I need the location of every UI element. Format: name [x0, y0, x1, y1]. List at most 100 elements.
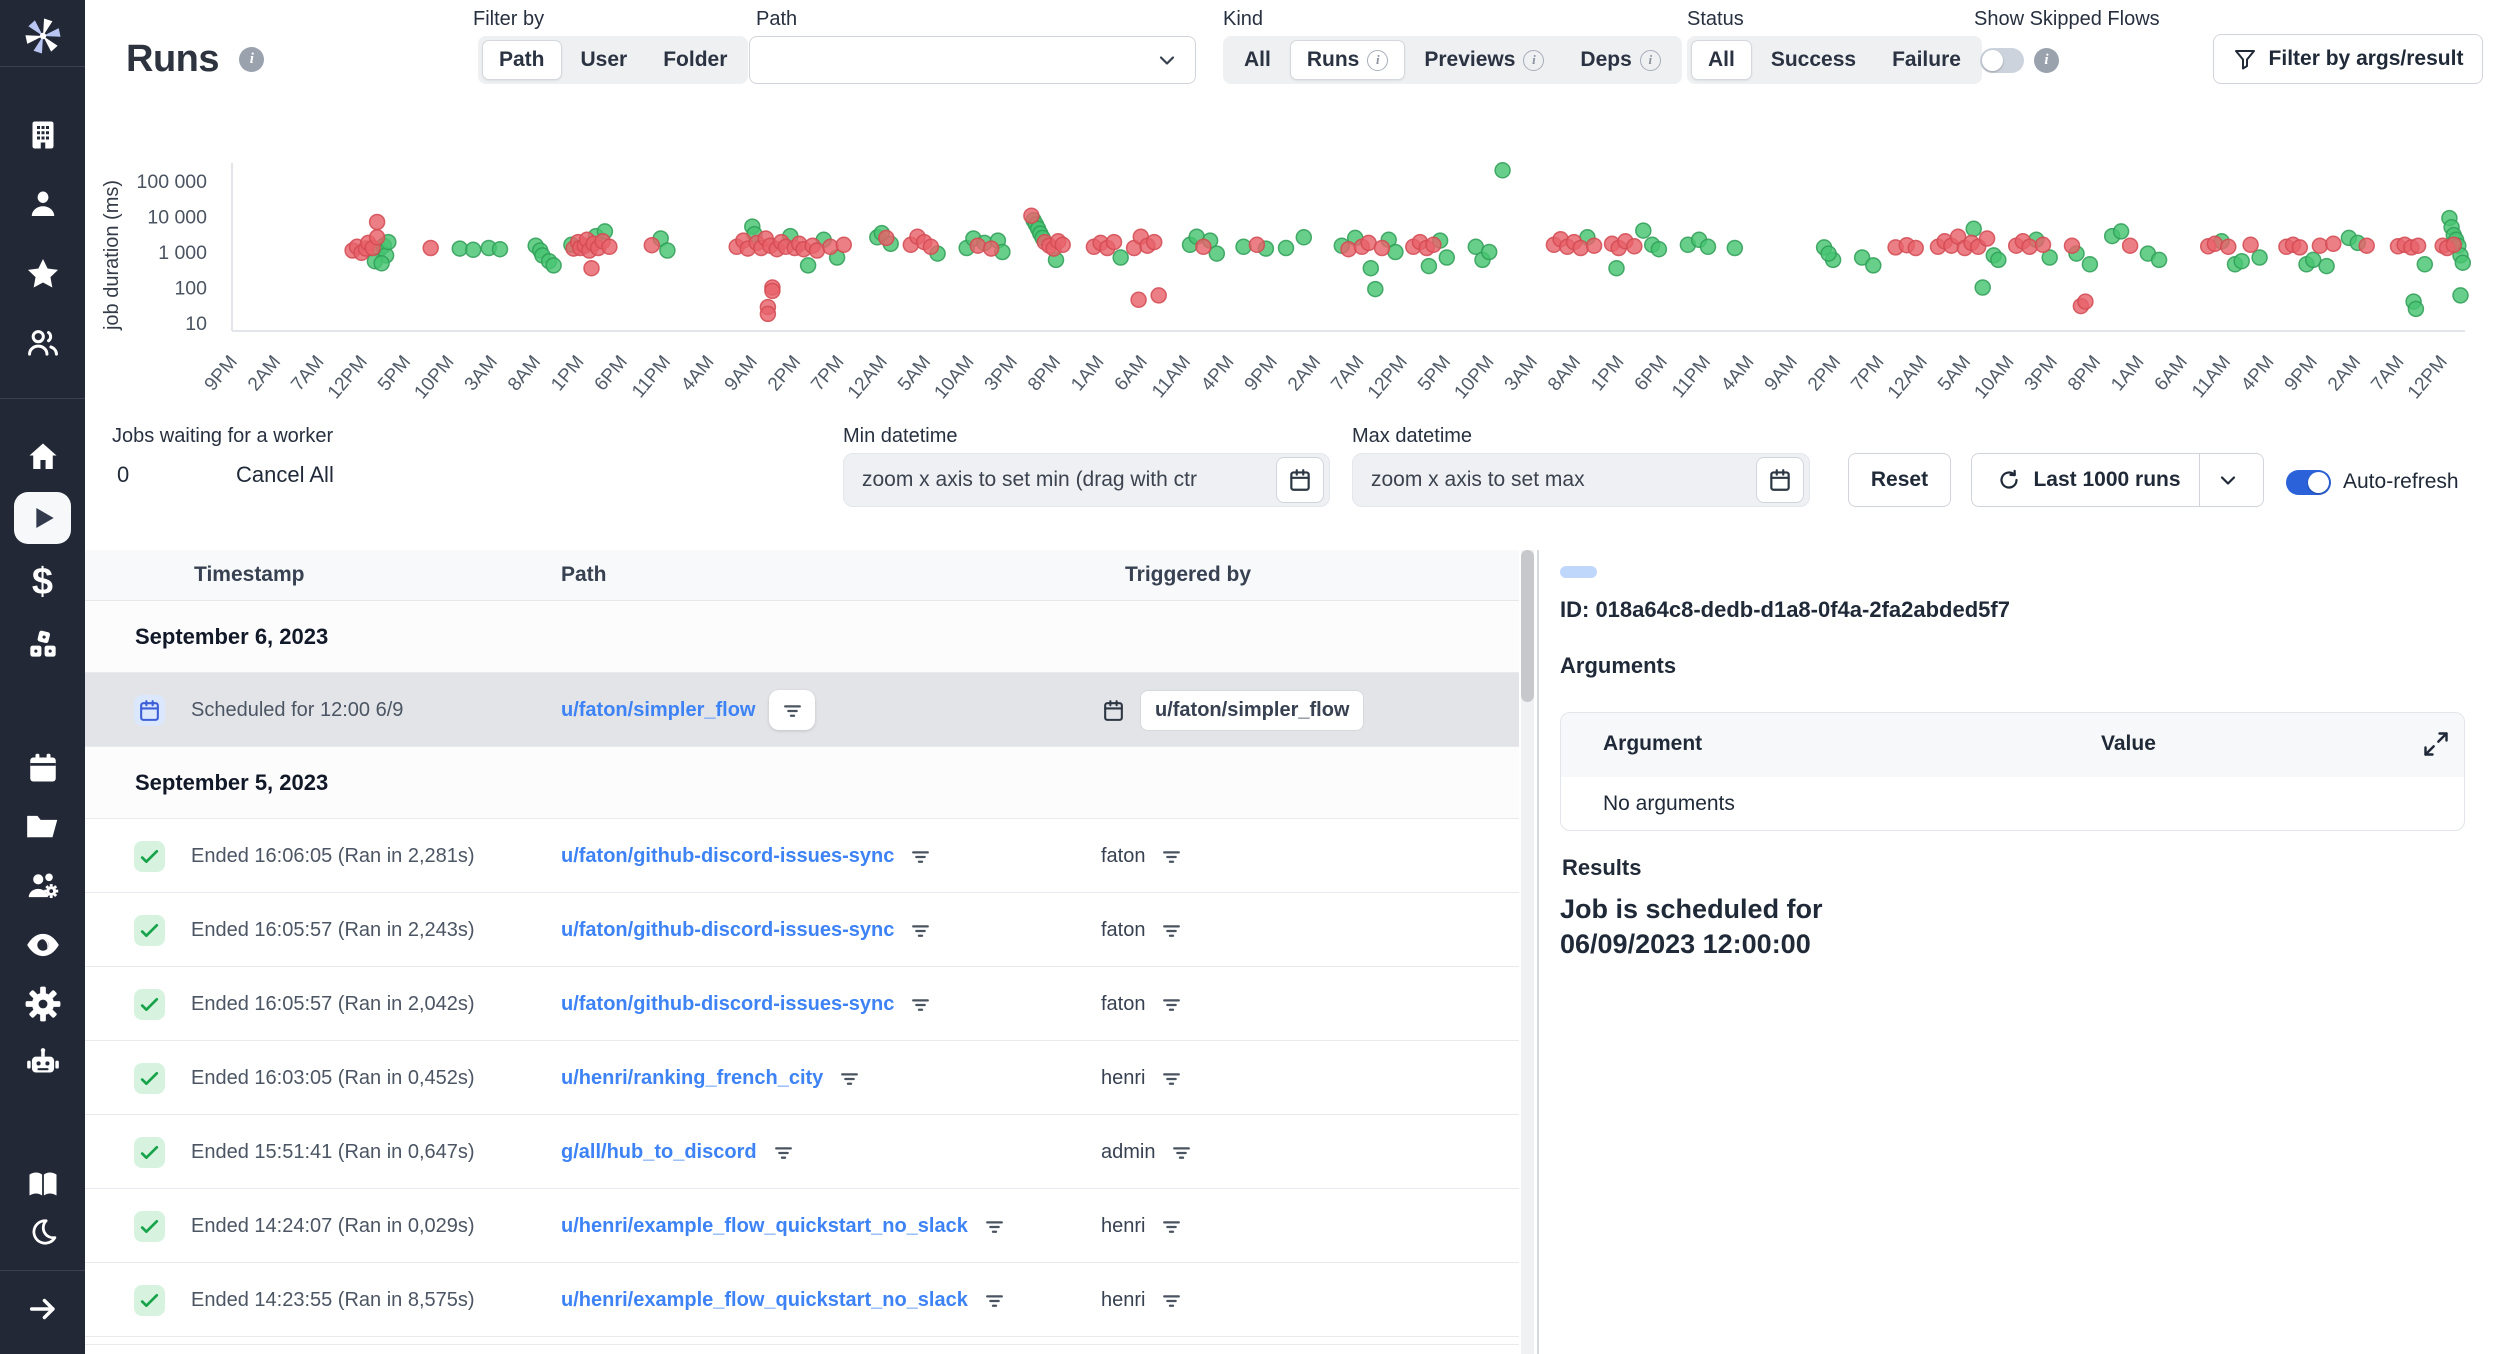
run-row[interactable]: Ended 15:51:41 (Ran in 0,647s) g/all/hub_…	[85, 1115, 1519, 1189]
run-path-link[interactable]: u/henri/example_flow_quickstart_no_slack	[561, 1214, 968, 1237]
max-datetime-calendar-button[interactable]	[1756, 457, 1804, 503]
filter-by-path-button[interactable]	[908, 918, 933, 943]
filter-args-result-button[interactable]: Filter by args/result	[2213, 34, 2483, 84]
run-path-link[interactable]: u/henri/example_flow_quickstart_no_slack	[561, 1288, 968, 1311]
filter-lines-icon	[1163, 1294, 1181, 1307]
run-path-link[interactable]: u/faton/github-discord-issues-sync	[561, 844, 895, 867]
sidebar-item-resources[interactable]	[0, 625, 85, 663]
windmill-logo[interactable]	[0, 14, 85, 62]
sidebar-item-favorites[interactable]	[0, 255, 85, 293]
sidebar-item-settings[interactable]	[0, 985, 85, 1023]
run-path-link[interactable]: u/faton/github-discord-issues-sync	[561, 918, 895, 941]
dark-mode-toggle[interactable]	[0, 1215, 85, 1249]
filter-by-path[interactable]: Path	[482, 40, 562, 80]
filter-by-path-button[interactable]	[837, 1066, 862, 1091]
sidebar-item-groups[interactable]	[0, 867, 85, 905]
run-row[interactable]: Ended 14:23:55 (Ran in 8,575s) u/henri/ex…	[85, 1263, 1519, 1337]
status-failure[interactable]: Failure	[1892, 48, 1961, 71]
sidebar-item-runs[interactable]	[14, 492, 71, 544]
svg-text:11AM: 11AM	[1148, 352, 1195, 402]
sidebar-item-docs[interactable]	[0, 1167, 85, 1203]
svg-text:10 000: 10 000	[147, 207, 207, 229]
success-status-icon	[134, 1211, 165, 1242]
sidebar-item-home[interactable]	[0, 438, 85, 476]
filter-by-path-button[interactable]	[982, 1288, 1007, 1313]
path-select[interactable]	[749, 36, 1196, 84]
run-row[interactable]: Ended 16:03:05 (Ran in 0,452s) u/henri/ra…	[85, 1041, 1519, 1115]
filter-by-user-button[interactable]	[1159, 992, 1184, 1017]
user-icon	[31, 191, 54, 216]
result-text-line2: 06/09/2023 12:00:00	[1560, 929, 1811, 959]
min-datetime-calendar-button[interactable]	[1276, 457, 1324, 503]
svg-text:3AM: 3AM	[461, 352, 502, 395]
run-path-link[interactable]: u/faton/github-discord-issues-sync	[561, 992, 895, 1015]
svg-text:5PM: 5PM	[374, 352, 415, 395]
calendar-icon	[1770, 469, 1790, 491]
expand-arguments-button[interactable]	[2422, 730, 2450, 758]
table-scrollbar-thumb[interactable]	[1521, 550, 1534, 702]
svg-text:4PM: 4PM	[1197, 352, 1238, 395]
sidebar-item-workspace[interactable]	[0, 116, 85, 154]
cancel-all-button[interactable]: Cancel All	[236, 462, 334, 487]
run-path-link[interactable]: g/all/hub_to_discord	[561, 1140, 757, 1163]
arrow-right-icon	[29, 1298, 55, 1320]
scheduled-status-icon	[134, 695, 165, 726]
filter-by-path-button[interactable]	[982, 1214, 1007, 1239]
run-row[interactable]: Ended 16:05:57 (Ran in 2,042s) u/faton/gi…	[85, 967, 1519, 1041]
trigger-schedule-badge[interactable]: u/faton/simpler_flow	[1140, 689, 1365, 731]
filter-by-user-button[interactable]	[1159, 1214, 1184, 1239]
auto-refresh-toggle[interactable]	[2286, 470, 2331, 495]
filter-lines-icon	[985, 1220, 1003, 1233]
filter-by-user-button[interactable]	[1159, 1066, 1184, 1091]
show-skipped-toggle[interactable]	[1980, 48, 2024, 73]
runs-kind-info-icon[interactable]: i	[1367, 49, 1389, 71]
triggered-by-cell: henri	[1101, 1041, 1184, 1115]
deps-info-icon[interactable]: i	[1639, 49, 1661, 71]
previews-info-icon[interactable]: i	[1523, 49, 1545, 71]
filter-lines-icon	[912, 998, 930, 1011]
run-path-link[interactable]: u/faton/simpler_flow	[561, 698, 756, 721]
kind-runs[interactable]: Runs i	[1289, 40, 1406, 80]
refresh-runs-button[interactable]: Last 1000 runs	[1979, 454, 2198, 506]
svg-text:2PM: 2PM	[1804, 352, 1845, 395]
kind-all[interactable]: All	[1244, 48, 1271, 71]
col-timestamp: Timestamp	[194, 563, 305, 586]
min-datetime-input[interactable]	[843, 453, 1330, 507]
kind-deps[interactable]: Deps i	[1563, 40, 1677, 80]
filter-lines-icon	[985, 1294, 1003, 1307]
sidebar-item-variables[interactable]: $	[0, 560, 85, 604]
filter-by-user[interactable]: User	[580, 48, 628, 71]
filter-by-path-button[interactable]	[769, 690, 816, 730]
filter-by-user-button[interactable]	[1159, 918, 1184, 943]
sidebar-item-users[interactable]	[0, 324, 85, 362]
runs-count-dropdown[interactable]	[2200, 454, 2256, 506]
run-row[interactable]: Ended 16:06:05 (Ran in 2,281s) u/faton/gi…	[85, 819, 1519, 893]
status-all[interactable]: All	[1691, 40, 1752, 80]
filter-by-user-button[interactable]	[1159, 1288, 1184, 1313]
filter-by-user-button[interactable]	[1169, 1140, 1194, 1165]
status-success[interactable]: Success	[1770, 48, 1857, 71]
kind-previews[interactable]: Previews i	[1407, 40, 1561, 80]
filter-by-folder[interactable]: Folder	[663, 48, 728, 71]
sidebar-item-schedules[interactable]	[0, 749, 85, 787]
run-path-link[interactable]: u/henri/ranking_french_city	[561, 1066, 824, 1089]
expand-sidebar-button[interactable]	[0, 1290, 85, 1328]
filter-by-path-button[interactable]	[908, 844, 933, 869]
max-datetime-input[interactable]	[1352, 453, 1810, 507]
runs-info-icon[interactable]: i	[239, 47, 265, 72]
show-skipped-info-icon[interactable]: i	[2034, 48, 2059, 73]
run-row[interactable]: Ended 14:24:07 (Ran in 0,029s) u/henri/ex…	[85, 1189, 1519, 1263]
sidebar-item-audit-logs[interactable]	[0, 926, 85, 964]
filter-by-path-button[interactable]	[771, 1140, 796, 1165]
svg-text:1PM: 1PM	[1587, 352, 1628, 395]
check-icon	[140, 1071, 159, 1086]
run-row[interactable]: Ended 16:05:57 (Ran in 2,243s) u/faton/gi…	[85, 893, 1519, 967]
svg-text:6AM: 6AM	[2151, 352, 2192, 395]
reset-button[interactable]: Reset	[1848, 453, 1951, 507]
sidebar-item-folders[interactable]	[0, 808, 85, 846]
run-row[interactable]: Scheduled for 12:00 6/9 u/faton/simpler_f…	[85, 673, 1519, 747]
sidebar-item-workers[interactable]	[0, 1044, 85, 1082]
filter-by-user-button[interactable]	[1159, 844, 1184, 869]
filter-by-path-button[interactable]	[908, 992, 933, 1017]
sidebar-item-user[interactable]	[0, 185, 85, 223]
